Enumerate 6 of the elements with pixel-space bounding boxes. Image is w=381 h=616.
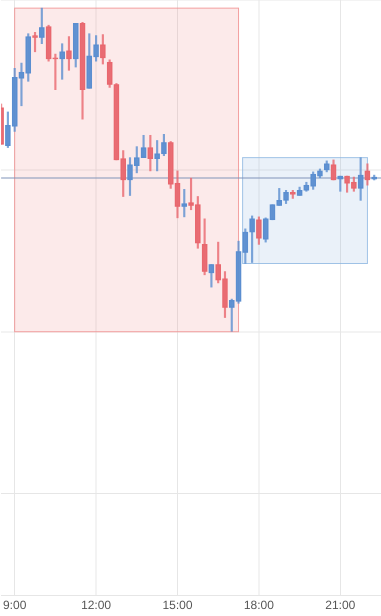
x-tick-label: 15:00	[162, 598, 193, 612]
x-tick-label: 21:00	[325, 598, 356, 612]
x-tick-label: 12:00	[81, 598, 112, 612]
x-tick-label: 9:00	[3, 598, 27, 612]
candlestick	[181, 189, 188, 218]
x-tick-label: 18:00	[244, 598, 274, 612]
